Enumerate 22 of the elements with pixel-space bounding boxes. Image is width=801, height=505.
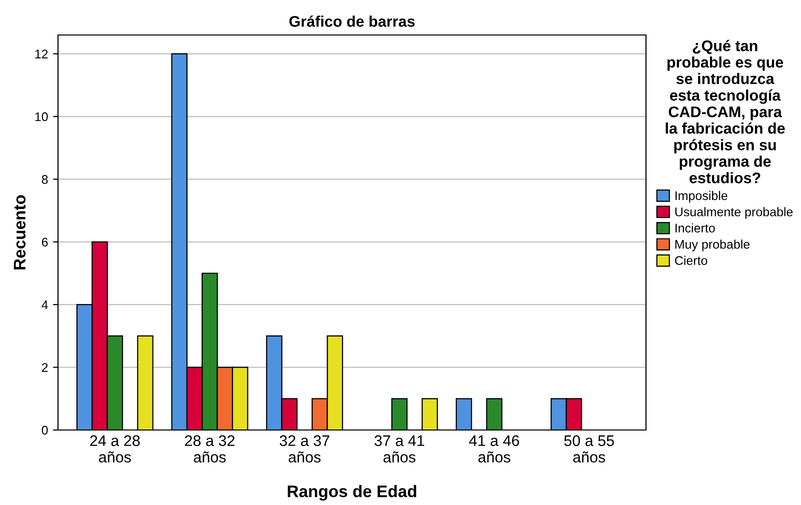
x-tick-label: 41 a 46 años (469, 435, 520, 463)
y-tick-label: 10 (35, 112, 48, 122)
legend-label: Usualmente probable (675, 207, 793, 219)
y-tick-label: 6 (42, 238, 48, 247)
x-tick-label: 28 a 32 años (185, 435, 234, 463)
y-tick-label: 0 (42, 426, 48, 435)
y-tick-label: 12 (35, 50, 48, 58)
legend-label: Cierto (675, 256, 708, 265)
x-tick-label: 32 a 37 años (280, 435, 330, 463)
x-tick-label: 50 a 55 años (564, 435, 614, 463)
x-tick-label: 37 a 41 años (374, 435, 424, 463)
text: ¿Qué tan probable es que se introduzca esta tecnología CAD-CAM, para la fabricación de prótesis en su programa de estudios? (666, 40, 785, 184)
y-axis-title: Recuento (14, 195, 26, 270)
chart-title: Gráfico de barras (289, 15, 415, 27)
y-tick-label: 4 (42, 300, 48, 310)
legend-label: Muy probable (675, 240, 750, 252)
y-tick-label: 8 (42, 175, 48, 184)
legend-label: Imposible (676, 190, 728, 203)
x-axis-title: Rangos de Edad (288, 485, 416, 501)
y-tick-label: 2 (42, 363, 48, 372)
legend-label: Incierto (676, 223, 715, 233)
x-tick-label: 24 a 28 años (90, 435, 140, 463)
